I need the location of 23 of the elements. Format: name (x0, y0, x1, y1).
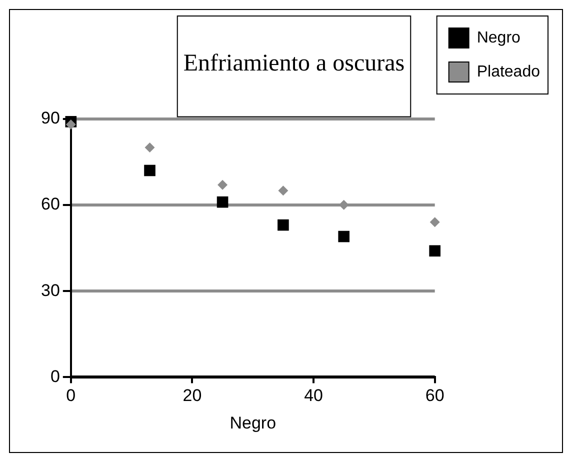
chart-title: Enfriamiento a oscuras (183, 50, 405, 77)
y-tick-label: 0 (50, 366, 60, 386)
point (144, 142, 155, 153)
x-tick-label: 60 (425, 386, 444, 406)
point (338, 200, 349, 210)
point (278, 219, 289, 231)
point (338, 230, 350, 242)
x-tick-label: 0 (66, 386, 76, 406)
point (430, 217, 440, 228)
point (278, 186, 288, 196)
point (144, 164, 156, 176)
point (216, 196, 228, 208)
y-tick-label: 30 (40, 280, 60, 300)
x-axis-title: Negro (230, 413, 276, 432)
point (66, 120, 76, 130)
x-tick-label: 40 (304, 386, 323, 406)
legend-label: Plateado (476, 63, 540, 80)
point (218, 180, 228, 190)
y-tick-label: 90 (40, 108, 60, 128)
legend-label: Negro (476, 29, 521, 46)
y-tick-label: 60 (40, 194, 60, 214)
x-tick-label: 20 (182, 386, 202, 406)
point (429, 245, 440, 257)
